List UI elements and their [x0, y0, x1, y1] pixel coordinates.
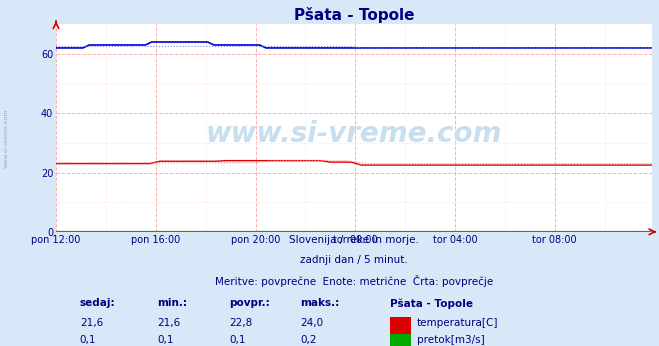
Text: 0,2: 0,2: [301, 335, 317, 345]
Text: 24,0: 24,0: [301, 318, 324, 328]
Text: Meritve: povprečne  Enote: metrične  Črta: povprečje: Meritve: povprečne Enote: metrične Črta:…: [215, 275, 494, 287]
Text: 0,1: 0,1: [229, 335, 245, 345]
Text: 22,8: 22,8: [229, 318, 252, 328]
Bar: [390, 334, 411, 346]
Text: Slovenija / reke in morje.: Slovenija / reke in morje.: [289, 235, 419, 245]
Text: min.:: min.:: [158, 298, 187, 308]
Text: temperatura[C]: temperatura[C]: [417, 318, 498, 328]
Text: Pšata - Topole: Pšata - Topole: [390, 298, 473, 309]
Title: Pšata - Topole: Pšata - Topole: [294, 7, 415, 23]
Text: 21,6: 21,6: [80, 318, 103, 328]
Text: zadnji dan / 5 minut.: zadnji dan / 5 minut.: [301, 255, 408, 265]
Text: 0,1: 0,1: [80, 335, 96, 345]
Bar: [390, 317, 411, 334]
Text: 0,1: 0,1: [158, 335, 174, 345]
Text: maks.:: maks.:: [301, 298, 340, 308]
Text: sedaj:: sedaj:: [80, 298, 115, 308]
Text: www.si-vreme.com: www.si-vreme.com: [206, 120, 502, 148]
Text: povpr.:: povpr.:: [229, 298, 270, 308]
Text: www.si-vreme.com: www.si-vreme.com: [4, 109, 9, 168]
Text: 21,6: 21,6: [158, 318, 181, 328]
Text: pretok[m3/s]: pretok[m3/s]: [417, 335, 484, 345]
